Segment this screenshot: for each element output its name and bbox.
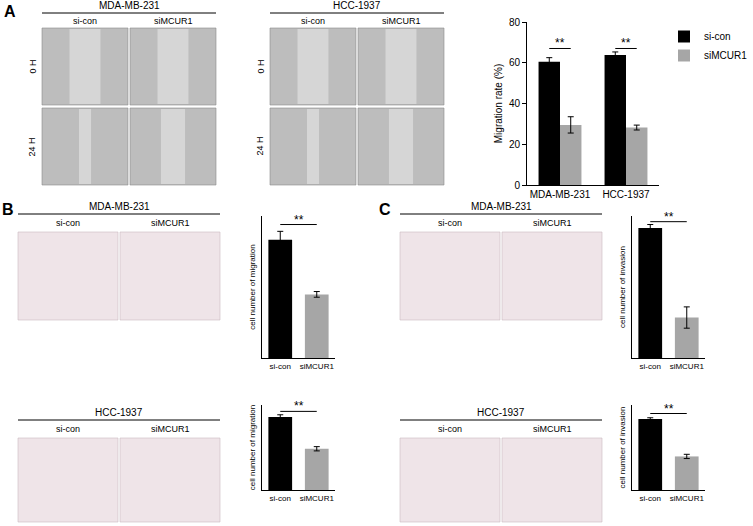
svg-text:HCC-1937: HCC-1937 [333,0,381,11]
svg-text:siMCUR1: siMCUR1 [154,16,193,26]
svg-text:0 H: 0 H [28,59,38,73]
svg-text:si-con: si-con [56,218,80,228]
svg-text:**: ** [664,402,674,416]
svg-text:40: 40 [509,98,521,109]
svg-text:MDA-MB-231: MDA-MB-231 [99,0,160,11]
svg-text:si-con: si-con [640,362,661,371]
svg-text:A: A [4,3,16,20]
svg-text:siMCUR1: siMCUR1 [670,362,705,371]
svg-text:si-con: si-con [438,424,462,434]
svg-text:siMCUR1: siMCUR1 [300,494,335,503]
svg-text:siMCUR1: siMCUR1 [704,50,747,61]
svg-text:cell number of migration: cell number of migration [248,244,257,329]
svg-text:si-con: si-con [270,362,291,371]
svg-text:0: 0 [514,180,520,191]
svg-text:HCC-1937: HCC-1937 [602,189,650,200]
svg-text:siMCUR1: siMCUR1 [151,218,190,228]
svg-text:siMCUR1: siMCUR1 [533,424,572,434]
svg-text:60: 60 [509,57,521,68]
svg-text:MDA-MB-231: MDA-MB-231 [89,201,150,212]
svg-text:**: ** [294,399,304,413]
svg-text:si-con: si-con [56,424,80,434]
svg-text:si-con: si-con [270,494,291,503]
svg-text:**: ** [664,210,674,224]
svg-text:C: C [379,201,391,218]
svg-text:HCC-1937: HCC-1937 [477,407,525,418]
svg-text:24 H: 24 H [255,136,265,155]
svg-text:si-con: si-con [301,16,325,26]
svg-text:siMCUR1: siMCUR1 [670,494,705,503]
svg-text:siMCUR1: siMCUR1 [382,16,421,26]
svg-text:cell number of invasion: cell number of invasion [618,407,627,489]
svg-text:siMCUR1: siMCUR1 [300,362,335,371]
svg-text:**: ** [555,36,565,50]
svg-text:0 H: 0 H [256,59,266,73]
svg-text:B: B [2,201,14,218]
svg-text:siMCUR1: siMCUR1 [151,424,190,434]
svg-text:siMCUR1: siMCUR1 [533,218,572,228]
svg-text:cell number of invasion: cell number of invasion [618,246,627,328]
svg-text:MDA-MB-231: MDA-MB-231 [471,201,532,212]
svg-text:si-con: si-con [640,494,661,503]
svg-text:80: 80 [509,17,521,28]
svg-text:cell number of migration: cell number of migration [248,405,257,490]
svg-text:Migration rate (%): Migration rate (%) [493,64,504,143]
svg-text:HCC-1937: HCC-1937 [95,407,143,418]
svg-text:si-con: si-con [704,31,731,42]
svg-text:si-con: si-con [73,16,97,26]
svg-text:24 H: 24 H [27,137,37,156]
svg-text:MDA-MB-231: MDA-MB-231 [530,189,591,200]
svg-text:**: ** [621,36,631,50]
svg-text:**: ** [294,213,304,227]
svg-text:20: 20 [509,139,521,150]
svg-text:si-con: si-con [438,218,462,228]
